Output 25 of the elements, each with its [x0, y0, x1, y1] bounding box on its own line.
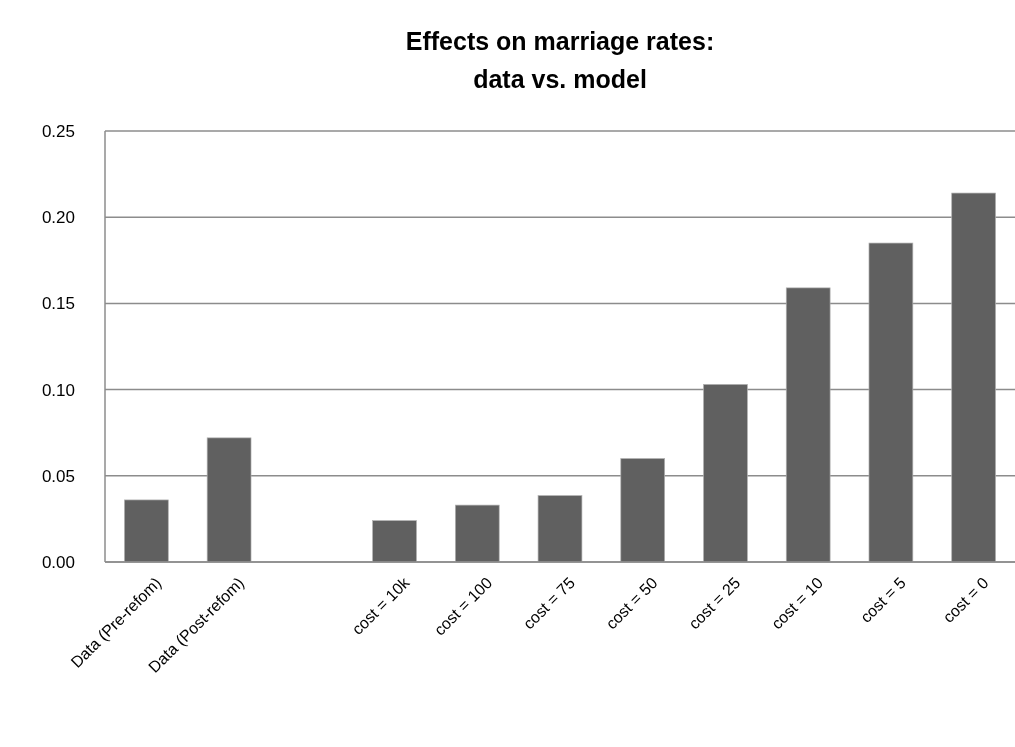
- x-tick-label: cost = 5: [856, 573, 910, 626]
- y-tick-label: 0.10: [41, 380, 75, 400]
- y-tick-label: 0.20: [41, 208, 75, 228]
- chart-title: Effects on marriage rates: data vs. model: [405, 27, 715, 93]
- bar: [455, 504, 500, 563]
- x-tick-label: cost = 50: [602, 573, 661, 633]
- bar: [951, 192, 996, 563]
- bar: [703, 384, 748, 563]
- bar: [372, 520, 417, 563]
- bar: [124, 499, 169, 563]
- y-tick-label: 0.05: [41, 466, 75, 486]
- bar: [785, 287, 831, 563]
- bar: [537, 495, 583, 563]
- x-tick-label: cost = 10: [767, 573, 827, 633]
- bar: [868, 242, 914, 563]
- x-tick-label: cost = 75: [519, 573, 579, 633]
- y-tick-label: 0.15: [41, 294, 75, 314]
- x-tick-label: cost = 0: [939, 573, 992, 626]
- bar: [206, 437, 252, 563]
- x-tick-label: cost = 10k: [348, 573, 414, 638]
- bar: [620, 458, 665, 563]
- y-tick-label: 0.00: [41, 552, 75, 572]
- x-tick-label: cost = 100: [430, 573, 496, 639]
- y-tick-label: 0.25: [41, 121, 75, 141]
- x-tick-label: cost = 25: [685, 573, 744, 633]
